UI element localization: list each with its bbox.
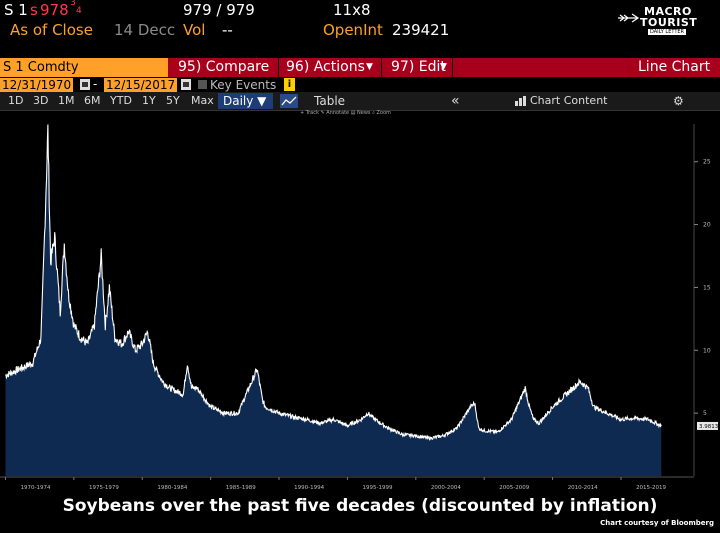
calendar-icon[interactable] bbox=[181, 79, 191, 90]
x-tick-label: 1990-1994 bbox=[294, 485, 324, 491]
gear-icon[interactable]: ⚙ bbox=[673, 94, 684, 108]
y-tick-label: 10 bbox=[703, 347, 711, 354]
logo-line-3: DAILY LETTER bbox=[648, 29, 687, 35]
line-chart-icon[interactable] bbox=[280, 94, 298, 108]
frequency-dropdown[interactable]: Daily ▼ bbox=[218, 93, 273, 109]
toolbar-divider bbox=[452, 58, 453, 77]
chart-content-button[interactable]: Chart Content bbox=[530, 94, 608, 107]
collapse-panel-icon[interactable]: « bbox=[451, 93, 460, 109]
chart-type-label[interactable]: Line Chart bbox=[638, 59, 711, 75]
quote-header-line-2: As of Close 14 Decc Vol -- OpenInt 23942… bbox=[0, 20, 720, 40]
bid-ask-size: 11x8 bbox=[333, 1, 371, 19]
price-fraction-num: 3 bbox=[70, 0, 76, 8]
price-line bbox=[5, 124, 662, 441]
arrow-icon bbox=[618, 13, 640, 23]
soybean-price-chart: 5 10 15 20 25 1970-1974 1975-1979 1980-1984 198… bbox=[0, 124, 719, 491]
actions-caret-icon[interactable]: ▼ bbox=[366, 62, 373, 72]
chart-caption: Soybeans over the past five decades (dis… bbox=[62, 496, 658, 516]
security-field[interactable]: S 1 Comdty bbox=[0, 58, 168, 77]
open-interest-value: 239421 bbox=[392, 21, 450, 39]
table-button[interactable]: Table bbox=[314, 94, 346, 108]
volume-value: -- bbox=[222, 21, 233, 39]
quote-header-line-1: S 1 s 978 3 4 979 / 979 11x8 bbox=[0, 0, 720, 20]
price-prefix: s bbox=[30, 1, 38, 19]
chart-subtools[interactable]: + Track ✎ Annotate ▤ News ⌕ Zoom bbox=[300, 110, 391, 116]
y-axis: 5 10 15 20 25 bbox=[693, 124, 711, 476]
x-tick-label: 1985-1989 bbox=[226, 485, 256, 491]
last-price: 978 bbox=[40, 1, 69, 19]
x-tick-label: 2005-2009 bbox=[499, 485, 529, 491]
range-max[interactable]: Max bbox=[191, 94, 214, 107]
info-icon[interactable]: i bbox=[284, 78, 295, 91]
volume-label: Vol bbox=[183, 21, 206, 39]
range-3d[interactable]: 3D bbox=[33, 94, 49, 107]
range-5y[interactable]: 5Y bbox=[166, 94, 180, 107]
y-tick-label: 25 bbox=[703, 159, 711, 166]
x-axis: 1970-1974 1975-1979 1980-1984 1985-1989 1990… bbox=[0, 476, 694, 491]
logo-line-1: MACRO bbox=[644, 5, 692, 18]
x-tick-label: 1995-1999 bbox=[363, 485, 393, 491]
toolbar-divider bbox=[381, 58, 382, 77]
price-area bbox=[5, 124, 662, 476]
macro-tourist-logo: MACRO TOURIST DAILY LETTER bbox=[618, 5, 702, 37]
compare-button[interactable]: 95) Compare bbox=[178, 59, 270, 75]
open-interest-label: OpenInt bbox=[323, 21, 383, 39]
bid-ask: 979 / 979 bbox=[183, 1, 255, 19]
x-tick-label: 1970-1974 bbox=[21, 485, 51, 491]
y-tick-label: 5 bbox=[703, 410, 707, 417]
last-value-label: 3.9813 bbox=[699, 424, 719, 430]
range-toolbar: 1D 3D 1M 6M YTD 1Y 5Y Max Daily ▼ Table … bbox=[0, 92, 720, 111]
range-ytd[interactable]: YTD bbox=[110, 94, 132, 107]
x-tick-label: 2010-2014 bbox=[568, 485, 598, 491]
bar-chart-icon bbox=[515, 96, 526, 106]
actions-menu[interactable]: 96) Actions bbox=[286, 59, 365, 75]
y-tick-label: 15 bbox=[703, 284, 711, 291]
x-tick-label: 2000-2004 bbox=[431, 485, 461, 491]
x-tick-label: 1975-1979 bbox=[89, 485, 119, 491]
range-1m[interactable]: 1M bbox=[58, 94, 75, 107]
security-short: S 1 bbox=[4, 1, 28, 19]
range-1d[interactable]: 1D bbox=[8, 94, 24, 107]
range-1y[interactable]: 1Y bbox=[142, 94, 156, 107]
toolbar-divider bbox=[278, 58, 279, 77]
key-events-label: Key Events bbox=[210, 78, 277, 92]
start-date-input[interactable]: 12/31/1970 bbox=[0, 78, 74, 92]
logo-line-2: TOURIST bbox=[640, 16, 698, 29]
date-dash: - bbox=[93, 77, 98, 91]
y-tick-label: 20 bbox=[703, 222, 711, 229]
x-tick-label: 2015-2019 bbox=[636, 485, 666, 491]
key-events-checkbox[interactable] bbox=[198, 80, 207, 89]
last-value-marker: 3.9813 bbox=[697, 421, 719, 430]
calendar-icon[interactable] bbox=[80, 79, 90, 90]
x-tick-label: 1980-1984 bbox=[157, 485, 187, 491]
last-value-box bbox=[697, 421, 718, 430]
range-6m[interactable]: 6M bbox=[84, 94, 101, 107]
price-fraction-den: 4 bbox=[76, 6, 82, 16]
edit-caret-icon[interactable]: ▼ bbox=[440, 62, 447, 72]
as-of-date: 14 Decc bbox=[114, 21, 176, 39]
end-date-input[interactable]: 12/15/2017 bbox=[104, 78, 178, 92]
function-toolbar: S 1 Comdty 95) Compare 96) Actions ▼ 97)… bbox=[0, 58, 720, 77]
edit-menu[interactable]: 97) Edit bbox=[391, 59, 446, 75]
as-of-label: As of Close bbox=[10, 21, 93, 39]
date-range-bar: 12/31/1970 - 12/15/2017 Key Events i bbox=[0, 77, 720, 92]
chart-credit: Chart courtesy of Bloomberg bbox=[600, 519, 714, 527]
